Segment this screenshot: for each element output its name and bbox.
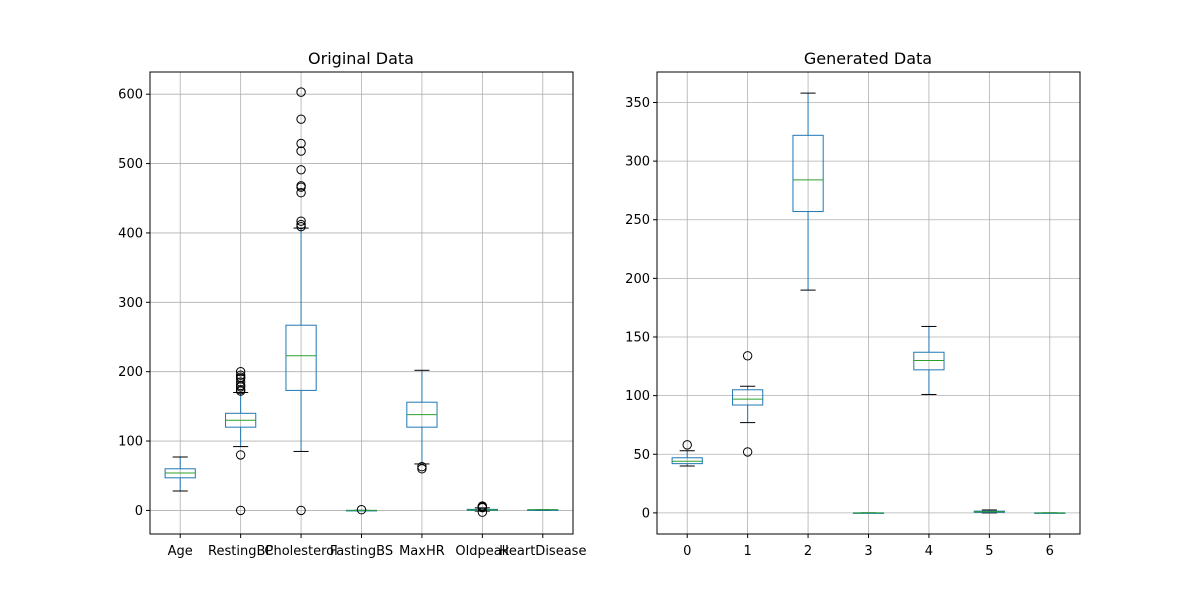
outlier-point — [296, 114, 306, 124]
y-tick-label: 350 — [625, 96, 650, 111]
outlier-point — [296, 181, 306, 191]
x-tick-label: RestingBP — [208, 544, 273, 559]
box-iqr — [671, 457, 703, 465]
outlier-point — [296, 216, 306, 226]
box-0 — [671, 440, 703, 467]
y-tick-label: 300 — [118, 296, 143, 311]
y-tick-label: 300 — [625, 155, 650, 170]
box-iqr — [732, 389, 764, 406]
x-tick-label: FastingBS — [330, 544, 393, 559]
x-tick-label: 6 — [1046, 544, 1054, 559]
outlier-point — [356, 505, 367, 515]
box-age — [164, 456, 196, 492]
box-iqr — [792, 134, 824, 213]
outlier-point — [296, 219, 306, 230]
x-tick-label: 3 — [864, 544, 872, 559]
y-tick-label: 250 — [625, 213, 650, 228]
x-tick-label: MaxHR — [399, 544, 445, 559]
y-tick-label: 200 — [118, 365, 143, 380]
box-4 — [913, 325, 945, 395]
box-1 — [732, 351, 764, 457]
box-maxhr — [406, 369, 438, 474]
outlier-point — [235, 450, 246, 460]
right-chart-title: Generated Data — [804, 49, 932, 68]
y-tick-label: 600 — [118, 88, 143, 103]
box-iqr — [913, 351, 945, 371]
x-tick-label: HeartDisease — [499, 544, 586, 559]
box-3 — [852, 512, 885, 514]
box-heartdisease — [527, 509, 559, 511]
y-tick-label: 100 — [625, 389, 650, 404]
generated-data-panel: Generated Data 0 50 100 150 200 250 300 350 0 1 2 3… — [625, 49, 1081, 559]
x-tick-label: 4 — [925, 544, 933, 559]
outlier-point — [296, 505, 306, 516]
box-iqr — [285, 324, 317, 391]
y-tick-label: 50 — [633, 448, 650, 463]
outlier-point — [296, 138, 306, 149]
box-6 — [1034, 512, 1066, 514]
outlier-point — [417, 462, 427, 472]
grid — [657, 72, 1080, 534]
y-tick-label: 100 — [118, 435, 143, 450]
outlier-point — [235, 505, 246, 516]
grid — [150, 72, 573, 534]
box-2 — [792, 92, 824, 291]
y-tick-label: 500 — [118, 157, 143, 172]
outlier-point — [296, 87, 306, 97]
outlier-point — [477, 507, 488, 517]
outlier-point — [235, 377, 246, 387]
x-tick-label: Oldpeak — [455, 544, 509, 559]
y-tick-label: 0 — [135, 504, 143, 519]
outlier-point — [477, 501, 488, 511]
y-tick-label: 400 — [118, 226, 143, 241]
x-tick-label: 2 — [804, 544, 812, 559]
x-tick-label: 1 — [744, 544, 752, 559]
x-tick-label: 0 — [683, 544, 691, 559]
outlier-point — [296, 165, 306, 175]
outlier-point — [235, 370, 246, 380]
outlier-point — [682, 440, 692, 450]
outlier-point — [742, 351, 753, 361]
outlier-point — [296, 146, 306, 156]
x-tick-label: Cholesterol — [264, 544, 337, 559]
outlier-point — [235, 366, 246, 377]
y-tick-label: 150 — [625, 331, 650, 346]
x-tick-label: Age — [168, 544, 193, 559]
box-cholesterol — [285, 87, 317, 516]
y-tick-label: 200 — [625, 272, 650, 287]
box-fastingbs — [345, 505, 378, 515]
x-tick-label: 5 — [985, 544, 993, 559]
outlier-point — [235, 385, 246, 395]
box-5 — [973, 509, 1005, 514]
y-tick-label: 0 — [642, 506, 650, 521]
original-data-panel: Original Data 0 100 200 300 400 500 600 Age Rest… — [118, 49, 586, 559]
outlier-point — [296, 188, 306, 198]
box-restingbp — [225, 366, 257, 516]
left-chart-title: Original Data — [308, 49, 414, 68]
outlier-point — [742, 447, 753, 457]
box-oldpeak — [466, 501, 498, 517]
